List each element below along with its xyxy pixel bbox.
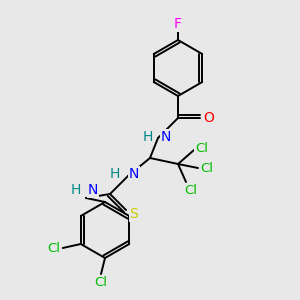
Text: H: H xyxy=(142,130,153,144)
Text: N: N xyxy=(129,167,140,181)
Text: Cl: Cl xyxy=(196,142,208,154)
Text: H: H xyxy=(70,183,81,197)
Text: Cl: Cl xyxy=(47,242,60,254)
Text: N: N xyxy=(161,130,171,144)
Text: S: S xyxy=(130,207,138,221)
Text: Cl: Cl xyxy=(94,277,107,290)
Text: F: F xyxy=(174,17,182,31)
Text: N: N xyxy=(88,183,98,197)
Text: O: O xyxy=(204,111,214,125)
Text: Cl: Cl xyxy=(200,161,214,175)
Text: H: H xyxy=(110,167,120,181)
Text: Cl: Cl xyxy=(184,184,197,197)
